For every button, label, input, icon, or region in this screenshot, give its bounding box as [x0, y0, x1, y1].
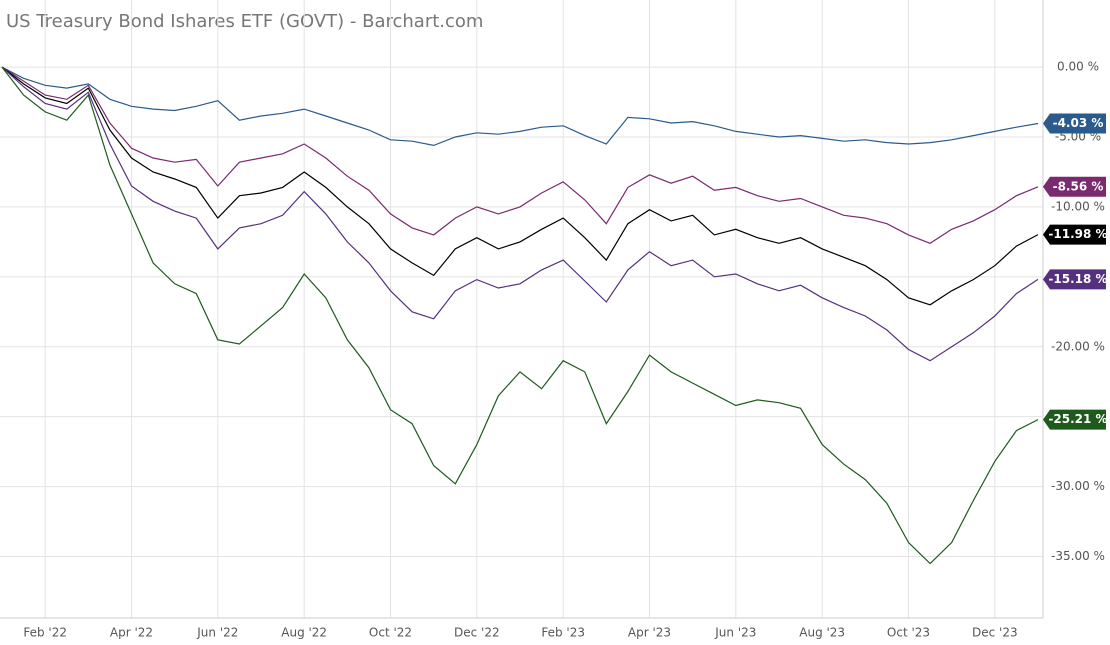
- x-tick-label: Aug '23: [799, 626, 845, 640]
- x-tick-label: Jun '23: [714, 626, 756, 640]
- x-tick-label: Oct '23: [887, 626, 930, 640]
- tag-shape: [1043, 224, 1106, 245]
- chart-title: US Treasury Bond Ishares ETF (GOVT) - Ba…: [6, 11, 483, 32]
- value-label: -4.03 %: [1053, 116, 1104, 130]
- x-tick-label: Dec '22: [454, 626, 500, 640]
- end-value-tag: -11.98 %: [1043, 224, 1108, 245]
- end-value-tag: -25.21 %: [1043, 409, 1108, 430]
- series-line: [1, 66, 1039, 147]
- series-line: [1, 66, 1039, 244]
- tag-shape: [1043, 113, 1106, 134]
- end-value-tag: -8.56 %: [1043, 176, 1106, 197]
- value-label: -25.21 %: [1048, 412, 1107, 426]
- x-tick-label: Feb '23: [541, 626, 585, 640]
- series-line: [1, 66, 1039, 565]
- value-label: -15.18 %: [1048, 272, 1107, 286]
- tag-shape: [1043, 176, 1106, 197]
- x-tick-label: Apr '23: [628, 626, 671, 640]
- series-line: [1, 66, 1039, 306]
- tag-shape: [1043, 409, 1106, 430]
- x-tick-label: Dec '23: [972, 626, 1018, 640]
- y-tick-label: -30.00 %: [1051, 479, 1105, 493]
- x-tick-label: Apr '22: [110, 626, 153, 640]
- x-tick-label: Aug '22: [281, 626, 327, 640]
- x-tick-label: Jun '22: [196, 626, 238, 640]
- value-label: -11.98 %: [1048, 227, 1107, 241]
- y-tick-label: -20.00 %: [1051, 339, 1105, 353]
- series-line: [1, 66, 1039, 362]
- y-tick-label: -10.00 %: [1051, 199, 1105, 213]
- value-label: -8.56 %: [1053, 179, 1104, 193]
- x-tick-label: Oct '22: [369, 626, 412, 640]
- end-value-tag: -15.18 %: [1043, 269, 1108, 290]
- x-tick-label: Feb '22: [23, 626, 67, 640]
- end-value-tag: -4.03 %: [1043, 113, 1106, 134]
- tag-shape: [1043, 269, 1106, 290]
- y-tick-label: 0.00 %: [1057, 60, 1099, 74]
- y-tick-label: -35.00 %: [1051, 549, 1105, 563]
